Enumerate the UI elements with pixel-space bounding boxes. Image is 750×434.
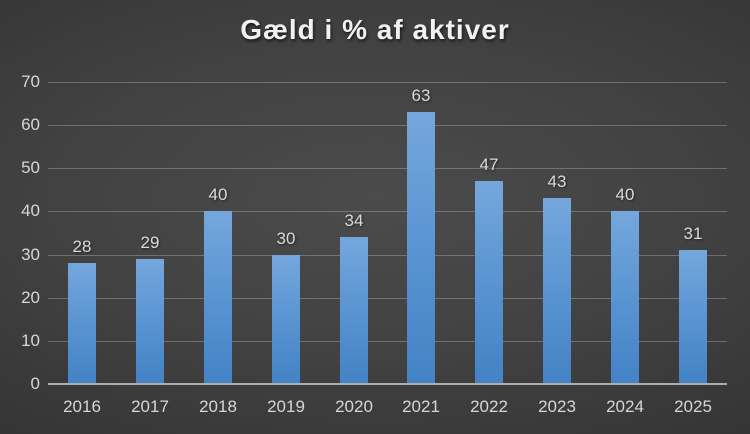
y-axis-tick-label: 0 xyxy=(30,374,40,393)
y-axis-tick-label: 20 xyxy=(21,288,40,307)
x-axis-tick-label: 2023 xyxy=(538,397,576,416)
y-axis-tick-label: 60 xyxy=(21,115,40,134)
chart-title: Gæld i % af aktiver xyxy=(240,14,510,45)
bar-value-label: 63 xyxy=(411,86,431,105)
bar-value-label: 40 xyxy=(615,185,635,204)
gridline xyxy=(48,341,727,342)
x-axis-line xyxy=(48,383,727,385)
x-axis-tick-label: 2016 xyxy=(63,397,101,416)
gridline xyxy=(48,125,727,126)
bar xyxy=(611,211,639,384)
x-axis-tick-label: 2022 xyxy=(470,397,508,416)
x-axis-tick-label: 2024 xyxy=(606,397,644,416)
y-axis-tick-label: 50 xyxy=(21,158,40,177)
bar-value-label: 40 xyxy=(208,185,228,204)
gridline xyxy=(48,168,727,169)
bar xyxy=(475,181,503,384)
bar-value-label: 31 xyxy=(683,224,703,243)
bar xyxy=(543,198,571,384)
bar xyxy=(340,237,368,384)
bar-value-label: 47 xyxy=(479,155,499,174)
x-axis-tick-label: 2018 xyxy=(199,397,237,416)
y-axis-tick-label: 70 xyxy=(21,72,40,91)
bar xyxy=(272,255,300,384)
bar-value-label: 34 xyxy=(344,211,364,230)
gridline xyxy=(48,298,727,299)
x-axis-tick-label: 2020 xyxy=(335,397,373,416)
x-axis-tick-label: 2019 xyxy=(267,397,305,416)
bar-value-label: 29 xyxy=(140,233,160,252)
gridline xyxy=(48,255,727,256)
y-axis-tick-label: 10 xyxy=(21,331,40,350)
gridline xyxy=(48,82,727,83)
bar xyxy=(68,263,96,384)
bar xyxy=(204,211,232,384)
bar xyxy=(407,112,435,384)
gridline xyxy=(48,211,727,212)
bar-value-label: 28 xyxy=(72,237,92,256)
y-axis-tick-label: 30 xyxy=(21,245,40,264)
bar-value-label: 43 xyxy=(547,172,567,191)
x-axis-tick-label: 2017 xyxy=(131,397,169,416)
bar-value-label: 30 xyxy=(276,229,296,248)
bar xyxy=(679,250,707,384)
bar xyxy=(136,259,164,384)
x-axis-tick-label: 2021 xyxy=(402,397,440,416)
x-axis-tick-label: 2025 xyxy=(674,397,712,416)
y-axis-tick-label: 40 xyxy=(21,201,40,220)
